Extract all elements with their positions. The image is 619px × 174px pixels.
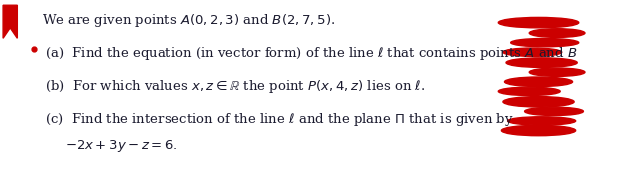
Ellipse shape bbox=[498, 87, 560, 96]
Text: (c)  Find the intersection of the line $\ell$ and the plane $\Pi$ that is given : (c) Find the intersection of the line $\… bbox=[45, 111, 513, 128]
Ellipse shape bbox=[503, 48, 562, 56]
Ellipse shape bbox=[525, 107, 584, 116]
Ellipse shape bbox=[529, 29, 585, 37]
Text: We are given points $A(0,2,3)$ and $B(2,7,5)$.: We are given points $A(0,2,3)$ and $B(2,… bbox=[42, 12, 335, 29]
Ellipse shape bbox=[506, 58, 577, 67]
Ellipse shape bbox=[508, 117, 576, 125]
Ellipse shape bbox=[501, 125, 576, 136]
Polygon shape bbox=[3, 5, 17, 38]
Text: (a)  Find the equation (in vector form) of the line $\ell$ that contains points : (a) Find the equation (in vector form) o… bbox=[45, 45, 577, 62]
Ellipse shape bbox=[511, 38, 579, 47]
Text: (b)  For which values $x, z \in \mathbb{R}$ the point $P(x,4,z)$ lies on $\ell$.: (b) For which values $x, z \in \mathbb{R… bbox=[45, 78, 425, 95]
Text: $-2x + 3y - z = 6.$: $-2x + 3y - z = 6.$ bbox=[65, 139, 178, 155]
Ellipse shape bbox=[504, 77, 573, 86]
Ellipse shape bbox=[529, 68, 585, 76]
Ellipse shape bbox=[498, 17, 579, 28]
Ellipse shape bbox=[503, 97, 574, 107]
